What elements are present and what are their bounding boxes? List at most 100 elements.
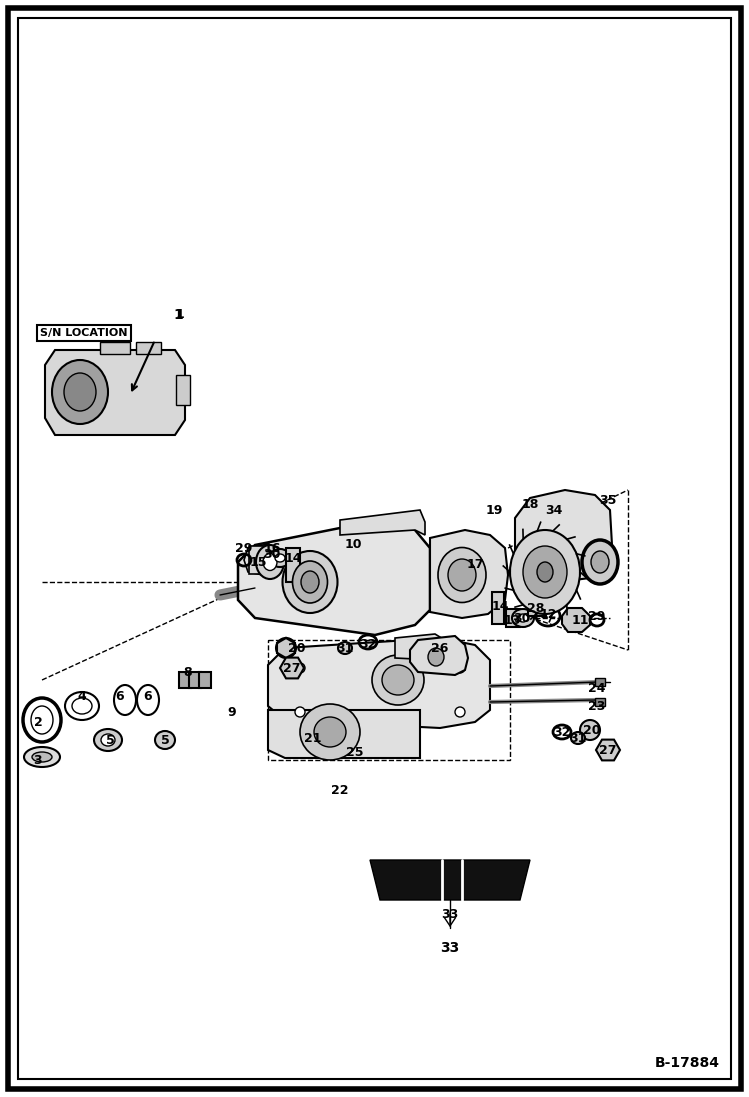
Text: 15: 15 [249, 555, 267, 568]
Ellipse shape [591, 551, 609, 573]
Text: 32: 32 [360, 637, 377, 651]
Text: 17: 17 [466, 558, 484, 572]
Text: 21: 21 [304, 732, 322, 745]
Ellipse shape [382, 665, 414, 695]
Bar [506, 609, 520, 627]
Text: 26: 26 [431, 642, 449, 655]
Ellipse shape [338, 642, 352, 654]
Bar [189, 672, 201, 688]
Bar [286, 548, 300, 583]
Text: 12: 12 [539, 609, 557, 622]
Text: 25: 25 [346, 746, 364, 758]
Polygon shape [244, 544, 270, 576]
Ellipse shape [571, 732, 585, 744]
Ellipse shape [448, 559, 476, 591]
Text: 33: 33 [441, 908, 458, 921]
Polygon shape [280, 657, 304, 678]
Text: B-17884: B-17884 [655, 1056, 720, 1070]
Ellipse shape [282, 551, 338, 613]
Text: 13: 13 [503, 613, 521, 626]
Ellipse shape [580, 720, 600, 740]
Text: 24: 24 [588, 681, 606, 694]
Ellipse shape [582, 540, 618, 584]
Polygon shape [238, 520, 430, 635]
Text: 5: 5 [160, 734, 169, 746]
Text: 31: 31 [569, 732, 586, 745]
Bar [176, 375, 190, 405]
Bar [100, 342, 130, 354]
Text: 5: 5 [106, 734, 115, 746]
Ellipse shape [155, 731, 175, 749]
Bar [492, 592, 504, 624]
Ellipse shape [101, 734, 115, 746]
Text: 19: 19 [485, 504, 503, 517]
Ellipse shape [295, 706, 305, 717]
Polygon shape [410, 636, 468, 675]
Ellipse shape [314, 717, 346, 747]
Ellipse shape [52, 360, 108, 425]
Ellipse shape [64, 373, 96, 411]
Polygon shape [370, 860, 530, 900]
Ellipse shape [455, 663, 465, 672]
Text: 29: 29 [235, 542, 252, 554]
Text: 32: 32 [554, 725, 571, 738]
Ellipse shape [293, 561, 327, 603]
Ellipse shape [94, 730, 122, 751]
Ellipse shape [438, 547, 486, 602]
Ellipse shape [510, 530, 580, 614]
Text: 30: 30 [513, 611, 531, 624]
Ellipse shape [295, 663, 305, 672]
Ellipse shape [275, 554, 285, 562]
Text: 1: 1 [173, 308, 183, 323]
Text: 14: 14 [285, 552, 302, 565]
Text: 4: 4 [78, 690, 86, 702]
Bar [199, 672, 211, 688]
Ellipse shape [276, 638, 296, 658]
Text: 22: 22 [331, 783, 349, 796]
Ellipse shape [32, 753, 52, 762]
Text: 6: 6 [144, 690, 152, 702]
Bar [595, 678, 605, 686]
Ellipse shape [269, 548, 291, 567]
Text: 31: 31 [336, 642, 354, 655]
Text: 3: 3 [34, 754, 42, 767]
Ellipse shape [537, 562, 553, 583]
Text: 27: 27 [599, 744, 616, 757]
Text: 35: 35 [599, 494, 616, 507]
Ellipse shape [518, 614, 528, 622]
Ellipse shape [372, 655, 424, 705]
Text: 1: 1 [175, 308, 184, 321]
Text: 11: 11 [571, 613, 589, 626]
Text: 28: 28 [527, 601, 545, 614]
Text: S/N LOCATION: S/N LOCATION [40, 328, 127, 338]
Polygon shape [562, 608, 590, 632]
Text: 8: 8 [184, 666, 192, 679]
Polygon shape [515, 490, 612, 583]
Text: 23: 23 [588, 700, 606, 712]
Text: 20: 20 [288, 642, 306, 655]
Ellipse shape [300, 704, 360, 760]
Ellipse shape [24, 747, 60, 767]
Bar [136, 342, 160, 354]
Text: 29: 29 [588, 611, 606, 623]
Text: 14: 14 [491, 600, 509, 613]
Ellipse shape [301, 572, 319, 593]
Text: 33: 33 [440, 941, 460, 955]
Polygon shape [268, 638, 490, 728]
Text: 2: 2 [34, 715, 43, 728]
Ellipse shape [256, 545, 284, 579]
Text: 9: 9 [228, 705, 237, 719]
Polygon shape [395, 634, 448, 660]
Ellipse shape [428, 648, 444, 666]
Text: 10: 10 [345, 539, 362, 552]
Text: 6: 6 [115, 690, 124, 702]
Bar [528, 604, 546, 617]
Text: 18: 18 [521, 498, 539, 511]
Polygon shape [268, 710, 420, 758]
Polygon shape [596, 739, 620, 760]
Text: 30: 30 [264, 548, 281, 562]
Polygon shape [45, 350, 185, 436]
Bar [595, 698, 605, 706]
Ellipse shape [263, 554, 277, 570]
Text: 27: 27 [283, 661, 301, 675]
